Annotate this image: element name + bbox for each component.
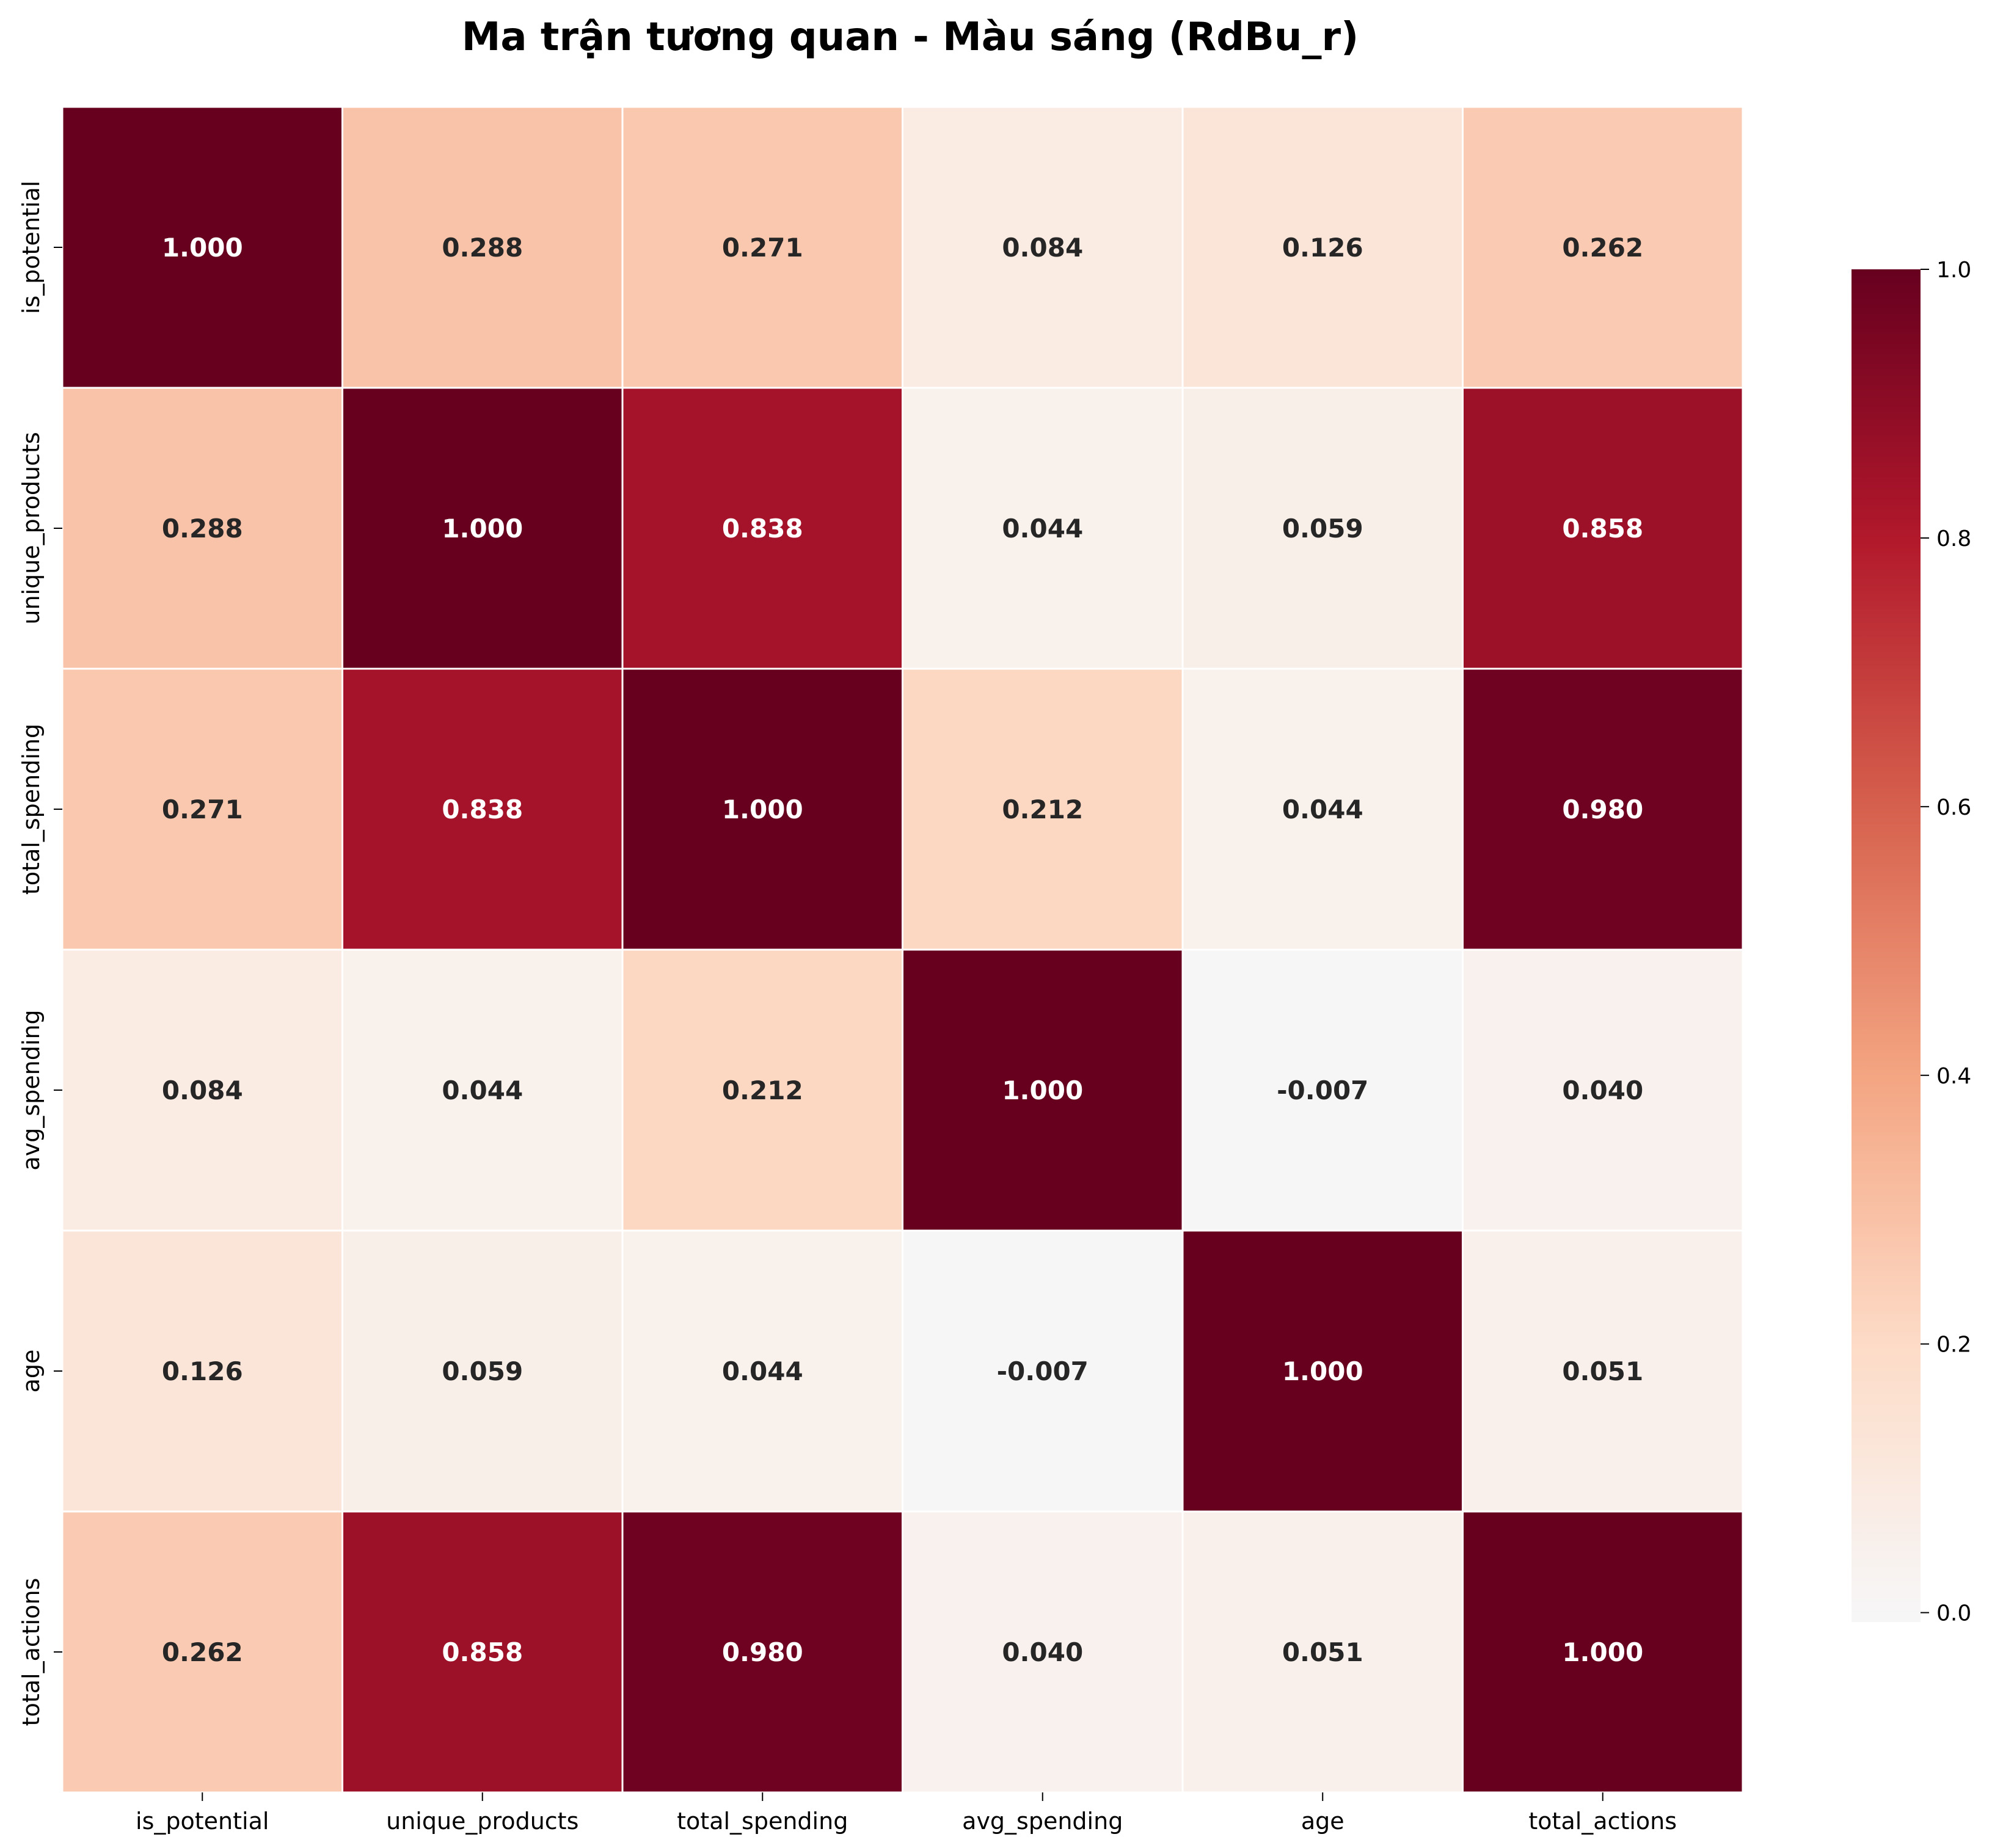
cell-annotation: 1.000 <box>1282 1356 1363 1386</box>
cell-annotation: 0.212 <box>1002 795 1083 824</box>
cell-annotation: 0.084 <box>1002 233 1083 263</box>
x-tick-label: avg_spending <box>962 1808 1123 1835</box>
heatmap-cell <box>902 1510 1184 1794</box>
cell-annotation: 0.051 <box>1562 1356 1643 1386</box>
heatmap-cells <box>61 106 1744 1794</box>
y-tick-label: total_spending <box>18 724 45 895</box>
heatmap-cell <box>621 387 903 670</box>
heatmap-cell <box>1181 1510 1464 1794</box>
cell-annotation: 0.980 <box>722 1637 803 1667</box>
colorbar-tick-label: 0.4 <box>1936 1064 1971 1089</box>
heatmap-cell <box>621 1510 903 1794</box>
heatmap-cell <box>621 106 903 389</box>
cell-annotation: 0.271 <box>722 233 803 263</box>
y-tick-label: age <box>18 1350 45 1393</box>
y-tick-label: avg_spending <box>18 1009 45 1170</box>
heatmap-cell <box>1181 1229 1464 1513</box>
colorbar-tick-label: 0.8 <box>1936 526 1971 551</box>
heatmap-cell <box>902 668 1184 951</box>
heatmap-cell <box>341 948 624 1232</box>
cell-annotation: 0.838 <box>442 795 523 824</box>
heatmap-cell <box>902 106 1184 389</box>
cell-annotation: 0.858 <box>442 1637 523 1667</box>
y-tick-label: total_actions <box>18 1578 45 1726</box>
heatmap-cell <box>1462 1510 1744 1794</box>
cell-annotation: 0.044 <box>722 1356 803 1386</box>
x-tick-label: total_spending <box>677 1808 848 1835</box>
y-tick-label: unique_products <box>18 432 45 624</box>
heatmap-cell <box>1181 948 1464 1232</box>
x-axis: is_potential unique_products total_spendin… <box>136 1792 1677 1835</box>
heatmap-cell <box>621 948 903 1232</box>
heatmap-cell <box>621 668 903 951</box>
cell-annotation: 0.059 <box>442 1356 523 1386</box>
cell-annotation: -0.007 <box>997 1356 1089 1386</box>
cell-annotation: 0.126 <box>162 1356 243 1386</box>
cell-annotation: 0.044 <box>1282 795 1363 824</box>
cell-annotation: 1.000 <box>162 233 243 263</box>
cell-annotation: 0.212 <box>722 1075 803 1105</box>
cell-annotation: 1.000 <box>1562 1637 1643 1667</box>
heatmap-cell <box>61 948 343 1232</box>
cell-annotation: 0.838 <box>722 514 803 544</box>
cell-annotation: 0.059 <box>1282 514 1363 544</box>
heatmap-cell <box>61 387 343 670</box>
cell-annotation: 0.262 <box>1562 233 1643 263</box>
y-axis: is_potential unique_products total_spendin… <box>18 181 62 1726</box>
cell-annotation: 0.051 <box>1282 1637 1363 1667</box>
cell-annotation: 0.980 <box>1562 795 1643 824</box>
colorbar-tick-label: 1.0 <box>1936 258 1971 283</box>
heatmap-cell <box>341 1229 624 1513</box>
colorbar-tick-label: 0.6 <box>1936 795 1971 820</box>
heatmap-cell <box>1462 1229 1744 1513</box>
x-tick-label: unique_products <box>386 1808 578 1835</box>
cell-annotation: 0.271 <box>162 795 243 824</box>
heatmap-cell <box>1462 948 1744 1232</box>
cell-annotation: 0.040 <box>1562 1075 1643 1105</box>
cell-annotation: 0.084 <box>162 1075 243 1105</box>
heatmap-cell <box>902 387 1184 670</box>
cell-annotation: 0.044 <box>1002 514 1083 544</box>
heatmap-cell <box>1462 668 1744 951</box>
cell-annotation: 0.288 <box>442 233 523 263</box>
y-tick-label: is_potential <box>18 181 45 314</box>
heatmap-cell <box>61 106 343 389</box>
heatmap-cell <box>61 1229 343 1513</box>
heatmap-cell <box>341 106 624 389</box>
heatmap-cell <box>1462 387 1744 670</box>
colorbar-gradient <box>1852 269 1921 1622</box>
x-tick-label: total_actions <box>1528 1808 1677 1835</box>
heatmap-cell <box>341 387 624 670</box>
colorbar-tick-label: 0.0 <box>1936 1601 1971 1626</box>
heatmap-cell <box>61 1510 343 1794</box>
cell-annotation: 0.044 <box>442 1075 523 1105</box>
colorbar: 0.0 0.2 0.4 0.6 0.8 1.0 <box>1852 258 1971 1626</box>
heatmap-annotations: 1.000 0.288 0.271 0.084 0.126 0.262 0.288 1.000… <box>162 233 1643 1667</box>
cell-annotation: -0.007 <box>1277 1075 1368 1105</box>
cell-annotation: 0.126 <box>1282 233 1363 263</box>
cell-annotation: 1.000 <box>1002 1075 1083 1105</box>
cell-annotation: 1.000 <box>722 795 803 824</box>
chart-title: Ma trận tương quan - Màu sáng (RdBu_r) <box>462 15 1359 60</box>
x-tick-label: is_potential <box>136 1808 269 1835</box>
colorbar-tick-label: 0.2 <box>1936 1333 1971 1358</box>
x-tick-label: age <box>1301 1808 1344 1835</box>
cell-annotation: 0.262 <box>162 1637 243 1667</box>
heatmap-cell <box>902 948 1184 1232</box>
cell-annotation: 0.858 <box>1562 514 1643 544</box>
heatmap-cell <box>1181 668 1464 951</box>
cell-annotation: 1.000 <box>442 514 523 544</box>
heatmap-cell <box>61 668 343 951</box>
cell-annotation: 0.288 <box>162 514 243 544</box>
heatmap-cell <box>341 668 624 951</box>
cell-annotation: 0.040 <box>1002 1637 1083 1667</box>
